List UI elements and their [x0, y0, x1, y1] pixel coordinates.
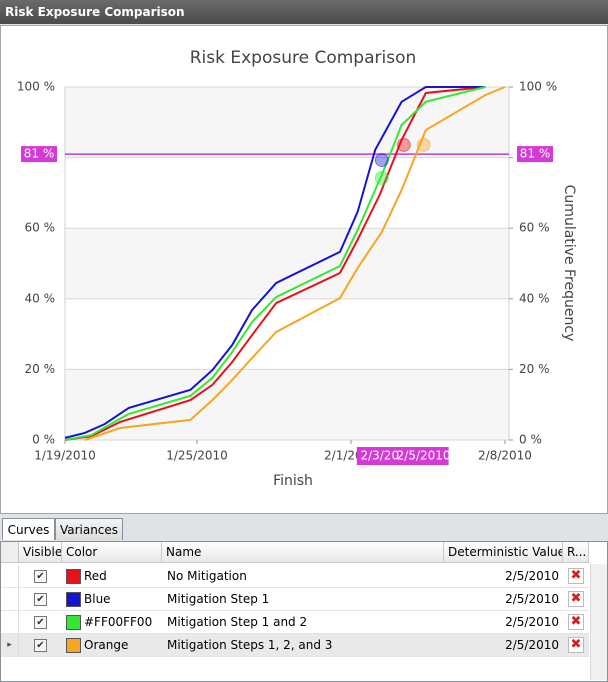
series-marker	[396, 137, 411, 152]
visible-checkbox[interactable]: ✔	[34, 639, 47, 652]
deterministic-value: 2/5/2010	[505, 638, 559, 652]
y-tick-label: 60 %	[25, 221, 56, 235]
x-marker-box	[398, 447, 449, 465]
chart-panel: Risk Exposure Comparison Finish Cumulati…	[0, 25, 608, 514]
plot-band	[65, 369, 509, 440]
column-header[interactable]: Visible	[19, 542, 62, 563]
y2-tick-label: 20 %	[519, 362, 550, 376]
visible-checkbox[interactable]: ✔	[34, 570, 47, 583]
table-row[interactable]: ✔ #FF00FF00 Mitigation Step 1 and 2 2/5/201…	[1, 611, 589, 634]
curve-name: Mitigation Step 1	[167, 592, 270, 606]
delete-button[interactable]: ✖	[568, 568, 584, 584]
y2-tick-label: 60 %	[519, 221, 550, 235]
column-header[interactable]: R...	[563, 542, 589, 563]
row-header-corner	[1, 542, 19, 563]
series-line	[64, 86, 486, 439]
y-tick-label: 0 %	[32, 433, 55, 447]
curve-name: Mitigation Steps 1, 2, and 3	[167, 638, 333, 652]
row-indicator	[1, 611, 19, 633]
series-marker	[374, 171, 389, 186]
series-marker	[374, 153, 389, 168]
window-title: Risk Exposure Comparison	[0, 0, 608, 24]
table-row[interactable]: ✔ Red No Mitigation 2/5/2010 ✖	[1, 565, 589, 588]
x-tick-label: 1/25/2010	[166, 449, 228, 463]
column-header[interactable]: Color	[62, 542, 162, 563]
color-name: Blue	[84, 592, 111, 606]
row-indicator	[1, 565, 19, 587]
delete-button[interactable]: ✖	[568, 591, 584, 607]
column-header[interactable]: Deterministic Value	[444, 542, 563, 563]
deterministic-value: 2/5/2010	[505, 592, 559, 606]
x-axis-title: Finish	[273, 473, 313, 489]
x-marker-label: 2/3/20:	[360, 449, 403, 463]
plot-band	[65, 228, 509, 299]
y2-tick-label: 100 %	[519, 80, 557, 94]
series-marker	[416, 137, 431, 152]
x-tick-label: 2/8/2010	[478, 449, 532, 463]
x-tick-label: 1/19/2010	[34, 449, 96, 463]
color-swatch	[66, 638, 81, 653]
threshold-label: 81 %	[520, 147, 551, 161]
color-name: Orange	[84, 638, 129, 652]
column-header[interactable]: Name	[162, 542, 444, 563]
plot-band	[65, 157, 509, 229]
tab[interactable]: Variances	[55, 518, 123, 540]
deterministic-value: 2/5/2010	[505, 569, 559, 583]
table-row[interactable]: ▸ ✔ Orange Mitigation Steps 1, 2, and 3 2/5/…	[1, 634, 589, 657]
chart-title: Risk Exposure Comparison	[190, 48, 417, 68]
threshold-label-box	[517, 146, 553, 163]
data-grid: Visible Color Name Deterministic Value R... ✔…	[0, 541, 608, 682]
color-name: #FF00FF00	[84, 615, 153, 629]
series-line	[64, 86, 486, 441]
table-row[interactable]: ✔ Blue Mitigation Step 1 2/5/2010 ✖	[1, 588, 589, 611]
series-line	[64, 86, 486, 441]
curve-name: Mitigation Step 1 and 2	[167, 615, 308, 629]
curve-name: No Mitigation	[167, 569, 247, 583]
threshold-label-box	[21, 146, 57, 163]
color-swatch	[66, 569, 81, 584]
visible-checkbox[interactable]: ✔	[34, 616, 47, 629]
row-indicator: ▸	[1, 634, 19, 656]
series-line	[84, 86, 506, 441]
y-tick-label: 100 %	[17, 80, 55, 94]
visible-checkbox[interactable]: ✔	[34, 593, 47, 606]
y-tick-label: 40 %	[25, 291, 56, 305]
threshold-label: 81 %	[24, 147, 55, 161]
color-name: Red	[84, 569, 107, 583]
x-marker-box	[356, 447, 407, 465]
y2-tick-label: 0 %	[519, 433, 542, 447]
row-indicator	[1, 588, 19, 610]
tab[interactable]: Curves	[2, 518, 55, 540]
y-tick-label: 20 %	[25, 362, 56, 376]
y2-axis-title: Cumulative Frequency	[561, 185, 577, 342]
y2-tick-label: 40 %	[519, 291, 550, 305]
scrollbar[interactable]	[590, 564, 607, 680]
chart: Risk Exposure Comparison Finish Cumulati…	[17, 48, 577, 489]
plot-band	[65, 298, 509, 370]
x-marker-label: 2/5/2010	[397, 449, 451, 463]
delete-button[interactable]: ✖	[568, 637, 584, 653]
color-swatch	[66, 592, 81, 607]
delete-button[interactable]: ✖	[568, 614, 584, 630]
color-swatch	[66, 615, 81, 630]
deterministic-value: 2/5/2010	[505, 615, 559, 629]
